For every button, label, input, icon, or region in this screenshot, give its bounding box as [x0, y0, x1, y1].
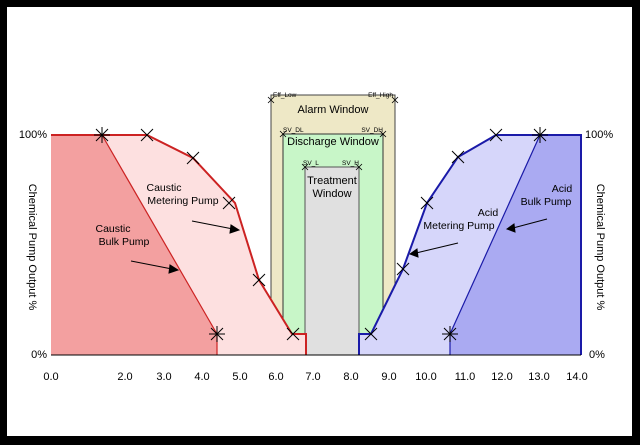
star-marker [286, 327, 300, 341]
x-tick-label: 13.0 [528, 371, 549, 383]
diagram-frame: Alarm Window Eff_Low Eff_High Discharge … [6, 6, 633, 437]
y-bottom-right: 0% [589, 349, 605, 361]
eff-high-label: Eff_High [368, 92, 393, 99]
x-tick-label: 10.0 [415, 371, 436, 383]
acid-bulk-label-1: Acid [552, 183, 573, 195]
corner-marker [379, 130, 387, 138]
star-marker [451, 150, 465, 164]
x-tick-label: 5.0 [232, 371, 247, 383]
y-top-left: 100% [19, 129, 47, 141]
corner-marker [279, 130, 287, 138]
x-tick-label: 9.0 [381, 371, 396, 383]
corner-marker [267, 96, 275, 104]
x-tick-label: 4.0 [194, 371, 209, 383]
alarm-window-title: Alarm Window [298, 104, 369, 116]
pump-control-diagram: Alarm Window Eff_Low Eff_High Discharge … [19, 92, 613, 383]
treatment-window-title-1: Treatment [307, 175, 357, 187]
star-marker [186, 151, 200, 165]
x-tick-label: 8.0 [343, 371, 358, 383]
caustic-bulk-line [101, 134, 218, 335]
star-marker [532, 127, 548, 143]
star-marker [489, 128, 503, 142]
treatment-window-title-2: Window [312, 188, 351, 200]
star-marker [364, 327, 378, 341]
caustic-bulk-label-1: Caustic [95, 223, 130, 235]
x-tick-label: 3.0 [156, 371, 171, 383]
arrow-acid-metering [415, 242, 459, 254]
sv-h-label: SV_H [342, 160, 359, 167]
arrow-acid-bulk [512, 218, 548, 229]
y-top-right: 100% [585, 129, 613, 141]
x-tick-label: 2.0 [117, 371, 132, 383]
y-bottom-left: 0% [31, 349, 47, 361]
star-marker [140, 128, 154, 142]
sv-dl-label: SV_DL [283, 127, 304, 134]
x-tick-label: 11.0 [455, 371, 476, 383]
x-tick-label: 14.0 [566, 371, 587, 383]
treatment-window [304, 166, 360, 356]
caustic-metering-label-2: Metering Pump [147, 195, 218, 207]
caustic-metering-label-1: Caustic [146, 182, 181, 194]
caustic-bulk-area [51, 135, 217, 355]
x-tick-label: 0.0 [43, 371, 58, 383]
x-tick-labels: 0.0 2.0 3.0 4.0 5.0 6.0 7.0 8.0 9.0 10.0 11.0 12.0 1… [43, 371, 587, 383]
acid-bulk-area [450, 135, 581, 355]
star-marker [222, 196, 236, 210]
window-corner-markers [267, 96, 399, 171]
label-arrows [130, 218, 548, 274]
acid-bulk-label-2: Bulk Pump [521, 196, 572, 208]
sv-dh-label: SV_DH [361, 127, 383, 134]
eff-low-label: Eff_Low [273, 92, 297, 99]
y-axis-title-left: Chemical Pump Output % [26, 184, 38, 311]
corner-marker [301, 163, 309, 171]
acid-bulk-line [449, 134, 541, 335]
x-tick-label: 6.0 [268, 371, 283, 383]
x-tick-label: 7.0 [305, 371, 320, 383]
star-marker [94, 127, 110, 143]
arrow-caustic-bulk [130, 260, 173, 270]
discharge-window-title: Discharge Window [287, 136, 379, 148]
star-marker [396, 262, 410, 276]
y-axis-title-right: Chemical Pump Output % [594, 184, 606, 311]
marker-stars [94, 127, 548, 342]
x-tick-label: 12.0 [491, 371, 512, 383]
corner-marker [391, 96, 399, 104]
star-marker [420, 196, 434, 210]
acid-metering-label-2: Metering Pump [423, 220, 494, 232]
arrow-caustic-metering [191, 220, 234, 230]
acid-metering-label-1: Acid [478, 207, 499, 219]
caustic-metering-line [51, 134, 307, 355]
star-marker [252, 273, 266, 287]
sv-l-label: SV_L [303, 160, 319, 167]
star-marker [442, 326, 458, 342]
caustic-bulk-label-2: Bulk Pump [99, 236, 150, 248]
corner-marker [355, 163, 363, 171]
star-marker [209, 326, 225, 342]
